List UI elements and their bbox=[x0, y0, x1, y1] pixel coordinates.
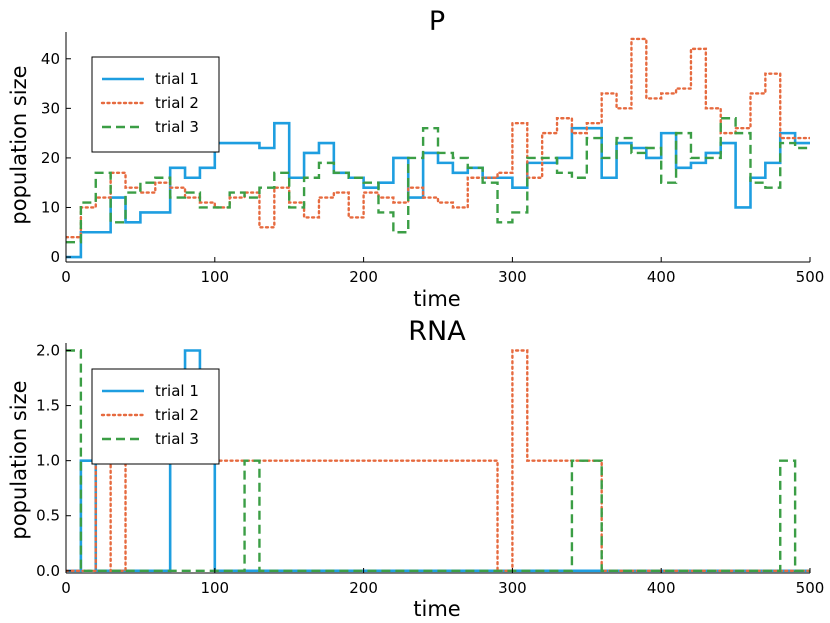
y-tick-label: 2.0 bbox=[36, 342, 60, 360]
x-tick-label: 100 bbox=[200, 268, 229, 286]
legend: trial 1 trial 2 trial 3 bbox=[91, 368, 220, 465]
legend-box bbox=[91, 56, 220, 153]
x-tick-label: 400 bbox=[647, 579, 676, 597]
y-tick-label: 40 bbox=[41, 50, 60, 68]
legend-label: trial 3 bbox=[155, 430, 199, 448]
x-tick-label: 400 bbox=[647, 268, 676, 286]
x-tick-label: 200 bbox=[349, 268, 378, 286]
legend-label: trial 1 bbox=[155, 70, 199, 88]
series-line-trial-2 bbox=[66, 37, 810, 239]
y-tick-label: 0 bbox=[50, 248, 60, 266]
y-tick-label: 20 bbox=[41, 149, 60, 167]
y-axis-label: population size bbox=[7, 380, 31, 539]
axes: 0 100 200 300 400 500 0.0 0.5 1.0 1.5 2.0 bbox=[36, 342, 824, 597]
y-tick-label: 1.5 bbox=[36, 397, 60, 415]
x-tick-label: 0 bbox=[61, 268, 71, 286]
legend-label: trial 3 bbox=[155, 118, 199, 136]
y-tick-label: 0.5 bbox=[36, 507, 60, 525]
series-line-trial-1 bbox=[66, 121, 810, 259]
chart-p: P 0 100 200 300 400 500 0 10 20 30 40 time populat… bbox=[7, 6, 824, 311]
series-line-trial-3 bbox=[66, 117, 810, 244]
y-tick-label: 0.0 bbox=[36, 562, 60, 580]
y-tick-label: 10 bbox=[41, 198, 60, 216]
legend: trial 1 trial 2 trial 3 bbox=[91, 56, 220, 153]
x-axis-label: time bbox=[413, 597, 460, 621]
x-tick-label: 500 bbox=[796, 579, 825, 597]
legend-label: trial 2 bbox=[155, 94, 199, 112]
series-layer bbox=[66, 37, 810, 259]
x-tick-label: 300 bbox=[498, 268, 527, 286]
y-tick-label: 1.0 bbox=[36, 452, 60, 470]
legend-box bbox=[91, 368, 220, 465]
legend-label: trial 1 bbox=[155, 382, 199, 400]
x-tick-label: 100 bbox=[200, 579, 229, 597]
x-tick-label: 300 bbox=[498, 579, 527, 597]
x-tick-label: 200 bbox=[349, 579, 378, 597]
chart-title: RNA bbox=[408, 316, 466, 347]
x-tick-label: 0 bbox=[61, 579, 71, 597]
axes: 0 100 200 300 400 500 0 10 20 30 40 bbox=[41, 32, 824, 286]
series-line-trial-2 bbox=[66, 349, 810, 572]
y-tick-label: 30 bbox=[41, 99, 60, 117]
legend-label: trial 2 bbox=[155, 406, 199, 424]
y-axis-label: population size bbox=[7, 65, 31, 224]
x-axis-label: time bbox=[413, 287, 460, 311]
chart-title: P bbox=[429, 6, 445, 37]
chart-rna: RNA 0 100 200 300 400 500 0.0 0.5 1.0 1.5 2.0 time… bbox=[7, 316, 824, 621]
series-line-trial-3 bbox=[66, 349, 810, 572]
x-tick-label: 500 bbox=[796, 268, 825, 286]
